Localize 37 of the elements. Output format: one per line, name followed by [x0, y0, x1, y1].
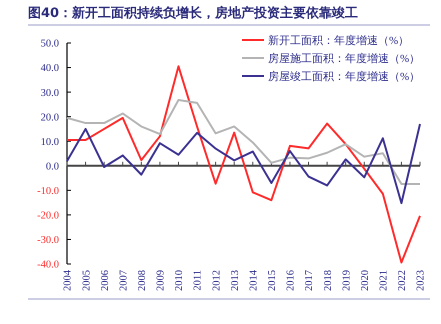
- x-tick-label: 2015: [267, 270, 278, 291]
- x-tick-label: 2004: [62, 269, 74, 291]
- x-tick-label: 2007: [118, 270, 130, 291]
- x-tick-label: 2005: [81, 270, 92, 291]
- x-tick-label: 2016: [286, 270, 297, 291]
- y-tick-label: -40.0: [37, 260, 59, 271]
- y-tick-label: 20.0: [40, 112, 59, 124]
- x-tick-label: 2023: [416, 270, 427, 291]
- x-tick-label: 2006: [100, 270, 111, 291]
- x-tick-label: 2019: [341, 270, 352, 291]
- x-tick-label: 2014: [248, 269, 260, 291]
- x-tick-label: 2021: [378, 270, 390, 291]
- y-tick-label: -10.0: [37, 186, 59, 198]
- y-tick-label: 40.0: [40, 63, 59, 74]
- chart-title: 图40：新开工面积持续负增长，房地产投资主要依靠竣工: [28, 5, 358, 21]
- y-tick-label: 30.0: [40, 88, 59, 99]
- legend-label: 房屋竣工面积：年度增速（%）: [268, 70, 420, 83]
- y-tick-label: 0.0: [46, 161, 59, 172]
- legend-label: 新开工面积：年度增速（%）: [268, 34, 410, 47]
- x-tick-label: 2018: [322, 270, 334, 291]
- line-series: [66, 123, 421, 204]
- x-tick-label: 2011: [192, 270, 204, 291]
- y-tick-label: -30.0: [37, 235, 59, 246]
- line-series: [66, 65, 421, 264]
- x-tick-label: 2020: [360, 270, 371, 291]
- x-tick-label: 2022: [397, 270, 408, 291]
- x-tick-label: 2009: [156, 270, 167, 291]
- x-tick-label: 2010: [174, 270, 186, 291]
- y-tick-label: -20.0: [37, 210, 59, 222]
- y-tick-label: 10.0: [40, 136, 59, 148]
- x-tick-label: 2013: [230, 270, 241, 291]
- x-tick-label: 2008: [136, 270, 148, 291]
- x-tick-label: 2012: [211, 270, 222, 291]
- line-series: [66, 98, 421, 185]
- legend-label: 房屋施工面积：年度增速（%）: [268, 52, 420, 65]
- x-tick-label: 2017: [304, 270, 316, 291]
- y-tick-label: 50.0: [40, 38, 59, 50]
